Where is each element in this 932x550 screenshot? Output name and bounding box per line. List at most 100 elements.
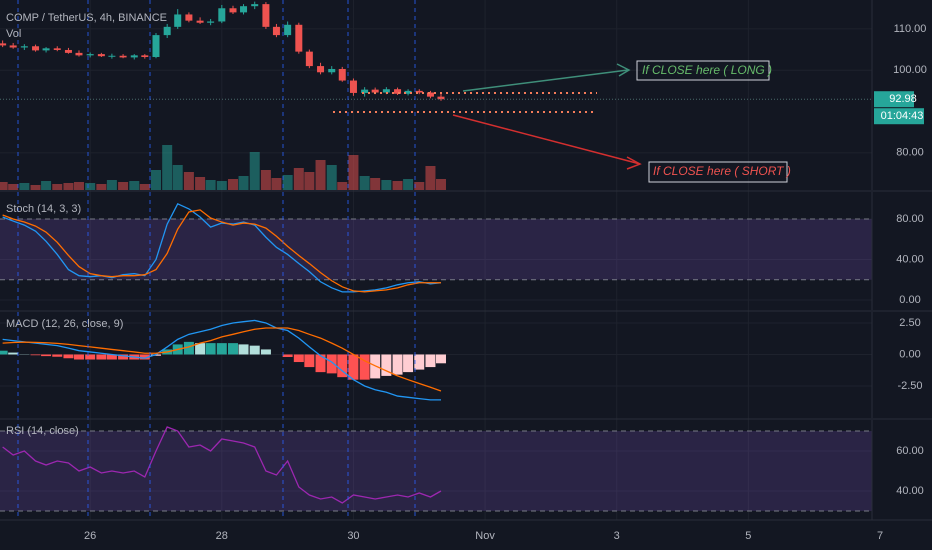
annotation-box [648,161,788,183]
candle-body [349,80,357,93]
histogram-bar [282,354,293,357]
x-tick-label: 7 [877,530,883,542]
histogram-bar [293,354,304,363]
candle-body [42,48,50,51]
pane-title: Stoch (14, 3, 3) [6,203,81,215]
arrow-head [616,63,631,77]
y-tick-label: 2.50 [899,317,920,329]
y-tick-label: 40.00 [896,253,924,265]
candle-body [185,14,193,21]
histogram-bar [216,343,227,355]
histogram-bar [425,354,436,368]
volume-label: Vol [6,28,21,40]
candle-body [371,89,379,93]
candle-body [361,89,369,93]
bands [0,218,872,512]
candle-body [328,68,336,73]
candle-body [404,90,412,94]
volume-bar [435,179,446,190]
y-tick-label: 60.00 [896,445,924,457]
volume-bar [30,185,41,190]
volume-bar [85,183,96,190]
annotation: If CLOSE here ( SHORT ) [653,164,791,178]
candle-body [119,55,127,58]
pane-title: RSI (14, close) [6,425,79,437]
candle-body [207,21,215,23]
indicator-line [2,426,442,504]
volume-bar [249,152,260,190]
histogram-bar [403,354,414,373]
x-tick-label: 5 [745,530,751,542]
candle-body [64,49,72,53]
annotation-box [636,60,770,81]
indicator-line [2,202,442,293]
volume-bar [150,170,161,190]
volume-bar [315,160,326,190]
histogram-bar [249,345,260,355]
candle-body [240,6,248,13]
marks [0,1,872,504]
volume-bar [271,178,282,190]
candle-body [218,8,226,22]
volume-bar [96,184,107,190]
volume-bar [73,182,84,190]
histogram-bar [195,343,206,355]
countdown: 01:04:43 [881,110,924,122]
y-tick-label: 0.00 [899,294,920,306]
histogram-bar [337,354,348,378]
histogram-bar [228,343,238,355]
candle-body [262,4,270,27]
pane-legends: COMP / TetherUS, 4h, BINANCE Vol Stoch (… [6,12,167,437]
candle-body [86,54,94,56]
volume-bar [304,172,315,190]
candle-body [382,89,390,93]
volume-bar [41,181,52,190]
volume-bar [425,166,436,190]
histogram-bar [85,354,96,360]
volume-bar [228,179,238,190]
candle-body [152,35,160,57]
volume-bar [8,184,19,190]
histogram-bar [381,354,392,376]
candle-body [196,20,204,23]
indicator-line [2,327,442,392]
candle-body [174,14,182,27]
volume-bar [205,180,216,190]
candle-body [426,92,434,97]
annotation: If CLOSE here ( LONG ) [642,63,772,77]
candle-body [20,46,28,48]
y-tick-label: 110.00 [894,23,927,35]
histogram-bar [326,354,337,374]
candle-body [394,89,402,94]
histogram-bar [73,354,84,360]
chart-title: COMP / TetherUS, 4h, BINANCE [6,12,167,24]
candle-body [229,8,237,13]
volume-bar [216,181,227,190]
candle-body [75,52,83,56]
candle-body [141,55,149,57]
volume-bar [162,145,173,190]
y-tick-label: 0.00 [899,348,920,360]
histogram-bar [139,354,150,360]
volume-bar [260,170,271,190]
volume-bar [348,155,359,190]
candle-body [305,51,313,67]
histogram-bar [359,354,370,380]
x-tick-label: 30 [347,530,359,542]
volume-bar [392,181,403,190]
candle-body [437,96,445,100]
candle-body [317,66,325,73]
histogram-bar [52,354,63,357]
histogram-bar [96,354,107,360]
time-axis [0,520,932,550]
candle-body [130,55,138,58]
volume-bar [282,175,293,190]
candle-body [9,45,17,48]
x-tick-label: 26 [84,530,96,542]
histogram-bar [260,349,271,355]
histogram-bar [348,354,359,380]
y-tick-label: 80.00 [896,147,924,159]
